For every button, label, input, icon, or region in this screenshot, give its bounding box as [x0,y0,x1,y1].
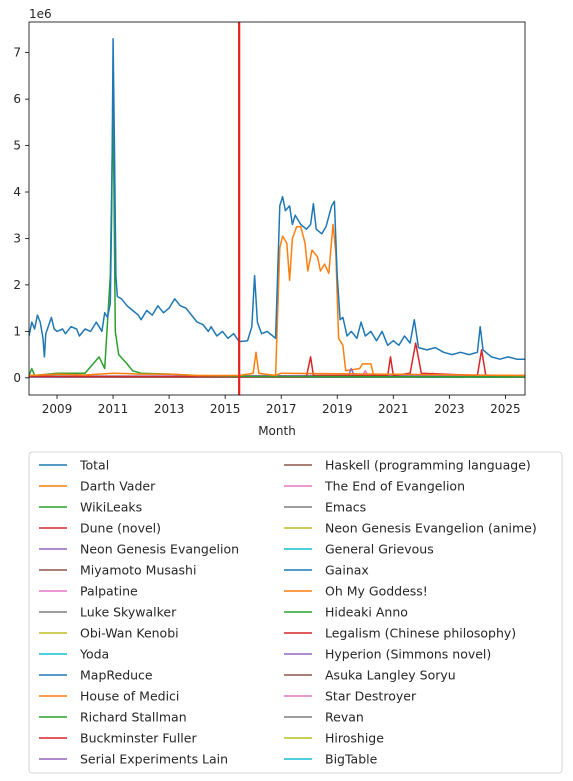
legend-label: Star Destroyer [325,689,417,704]
legend-label: Total [79,458,109,473]
legend-label: Asuka Langley Soryu [325,668,456,683]
x-axis-label: Month [258,424,296,438]
y-tick-label: 0 [13,371,21,385]
legend-label: Emacs [325,500,366,515]
x-tick-label: 2017 [266,402,297,416]
y-tick-label: 6 [13,92,21,106]
y-tick-label: 7 [13,46,21,60]
legend-label: Gainax [325,563,369,578]
legend-label: MapReduce [80,668,153,683]
legend-label: Haskell (programming language) [325,458,531,473]
legend-label: Legalism (Chinese philosophy) [325,626,516,641]
y-multiplier-label: 1e6 [29,7,52,21]
legend-label: House of Medici [80,689,179,704]
x-tick-label: 2015 [210,402,241,416]
y-tick-label: 3 [13,231,21,245]
legend-label: Darth Vader [80,479,156,494]
series-line-11 [29,223,525,378]
y-axis: 0 1 2 3 4 5 6 7 [13,46,29,385]
legend-label: Neon Genesis Evangelion [80,542,239,557]
legend-label: WikiLeaks [80,500,142,515]
x-tick-label: 2011 [98,402,129,416]
legend-label: Revan [325,710,364,725]
legend-label: Dune (novel) [80,521,161,536]
legend-label: Yoda [79,647,109,662]
x-tick-label: 2023 [434,402,465,416]
legend-label: Buckminster Fuller [80,731,197,746]
legend-label: Luke Skywalker [80,605,177,620]
legend-label: Richard Stallman [80,710,187,725]
y-tick-label: 4 [13,185,21,199]
x-axis: 2009 2011 2013 2015 2017 2019 2021 2023 2025 [42,395,521,416]
legend-label: Obi-Wan Kenobi [80,626,179,641]
series-line-0 [29,37,525,360]
x-tick-label: 2025 [490,402,521,416]
legend-label: Neon Genesis Evangelion (anime) [325,521,537,536]
legend-label: Miyamoto Musashi [80,563,196,578]
y-tick-label: 1 [13,324,21,338]
legend-label: Hideaki Anno [325,605,408,620]
x-tick-label: 2021 [378,402,409,416]
x-tick-label: 2019 [322,402,353,416]
legend: Total Darth Vader WikiLeaks Dune (novel) Neo… [39,458,537,767]
legend-label: Hyperion (Simmons novel) [325,647,491,662]
legend-label: General Grievous [325,542,434,557]
y-tick-label: 2 [13,278,21,292]
plot-frame [28,21,526,396]
series-line-1 [29,351,525,377]
legend-label: The End of Evangelion [324,479,465,494]
legend-label: Serial Experiments Lain [80,752,228,767]
legend-label: BigTable [325,752,378,767]
y-tick-label: 5 [13,139,21,153]
x-tick-label: 2013 [154,402,185,416]
legend-label: Hiroshige [325,731,384,746]
series-layer [29,37,525,379]
x-tick-label: 2009 [42,402,73,416]
legend-label: Palpatine [80,584,138,599]
legend-label: Oh My Goddess! [325,584,428,599]
